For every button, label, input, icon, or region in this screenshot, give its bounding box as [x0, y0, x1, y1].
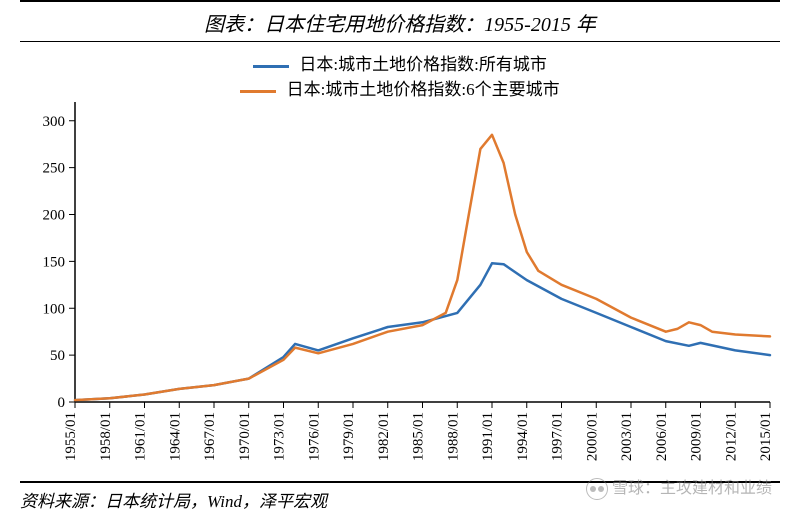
- svg-text:1982/01: 1982/01: [376, 412, 392, 461]
- svg-text:1961/01: 1961/01: [133, 412, 149, 461]
- svg-text:1991/01: 1991/01: [480, 412, 496, 461]
- svg-text:2012/01: 2012/01: [723, 412, 739, 461]
- svg-text:1976/01: 1976/01: [306, 412, 322, 461]
- svg-text:200: 200: [43, 208, 66, 224]
- svg-text:1973/01: 1973/01: [272, 412, 288, 461]
- svg-text:300: 300: [43, 114, 66, 130]
- svg-text:150: 150: [43, 254, 66, 270]
- svg-text:2006/01: 2006/01: [654, 412, 670, 461]
- svg-text:1970/01: 1970/01: [237, 412, 253, 461]
- svg-text:2015/01: 2015/01: [758, 412, 774, 461]
- svg-text:2000/01: 2000/01: [584, 412, 600, 461]
- svg-text:1985/01: 1985/01: [411, 412, 427, 461]
- svg-text:1979/01: 1979/01: [341, 412, 357, 461]
- legend-item-all-cities: 日本:城市土地价格指数:所有城市: [253, 50, 547, 75]
- svg-text:2009/01: 2009/01: [689, 412, 705, 461]
- svg-text:1994/01: 1994/01: [515, 412, 531, 461]
- svg-text:0: 0: [58, 395, 66, 411]
- svg-text:100: 100: [43, 301, 66, 317]
- legend-label: 日本:城市土地价格指数:6个主要城市: [287, 80, 560, 99]
- svg-text:1988/01: 1988/01: [445, 412, 461, 461]
- legend-swatch-icon: [253, 65, 289, 68]
- line-chart: 0 50 100 150 200 250 300 1955/01 1958/01 1961/01 1…: [20, 102, 780, 472]
- svg-text:1964/01: 1964/01: [167, 412, 183, 461]
- svg-text:1958/01: 1958/01: [98, 412, 114, 461]
- legend-swatch-icon: [240, 90, 276, 93]
- legend: 日本:城市土地价格指数:所有城市 日本:城市土地价格指数:6个主要城市: [0, 42, 800, 102]
- svg-text:2003/01: 2003/01: [619, 412, 635, 461]
- svg-text:50: 50: [50, 348, 65, 364]
- svg-text:1967/01: 1967/01: [202, 412, 218, 461]
- svg-text:250: 250: [43, 161, 66, 177]
- chart-title: 图表：日本住宅用地价格指数：1955-2015 年: [20, 0, 780, 42]
- xueqiu-icon: [586, 478, 608, 500]
- svg-text:1955/01: 1955/01: [63, 412, 79, 461]
- legend-item-six-cities: 日本:城市土地价格指数:6个主要城市: [240, 75, 559, 100]
- chart-area: 0 50 100 150 200 250 300 1955/01 1958/01 1961/01 1…: [20, 102, 780, 477]
- watermark: 雪球：主攻建材和业绩: [586, 474, 772, 500]
- svg-text:1997/01: 1997/01: [550, 412, 566, 461]
- legend-label: 日本:城市土地价格指数:所有城市: [299, 55, 546, 74]
